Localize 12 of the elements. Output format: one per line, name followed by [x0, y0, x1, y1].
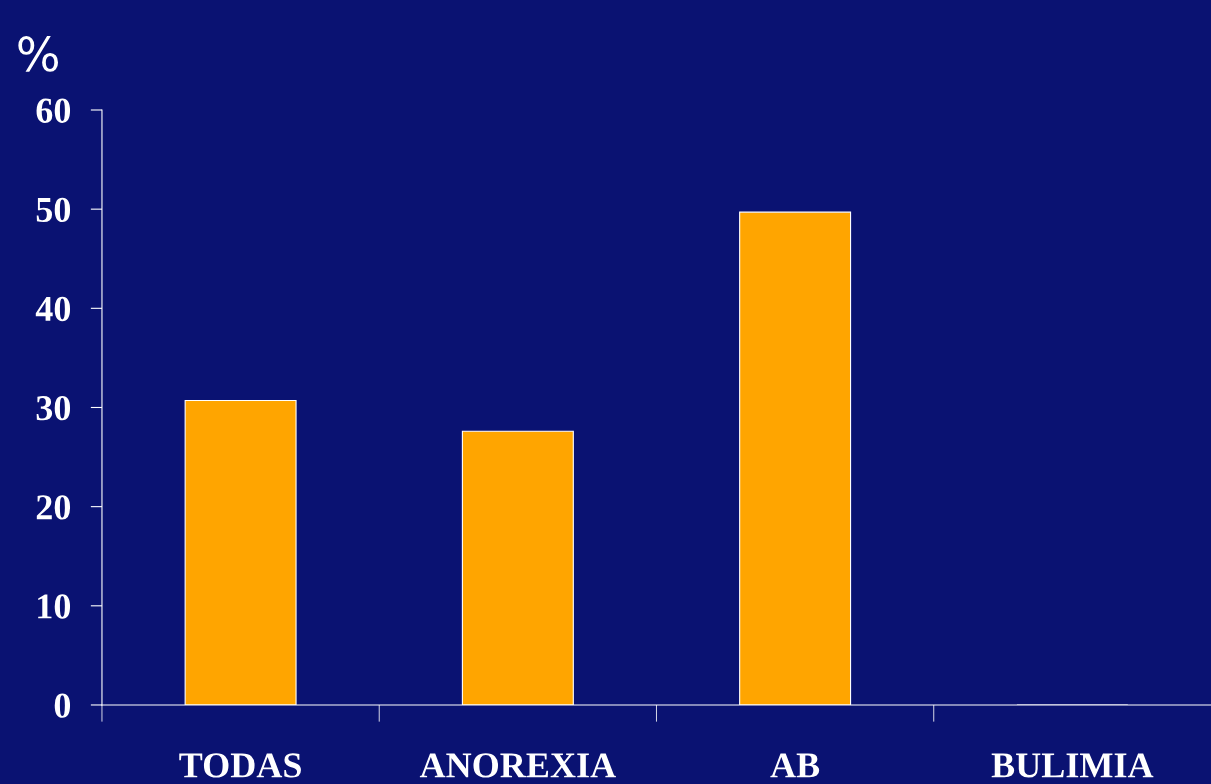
y-tick-label: 50	[36, 197, 71, 223]
x-tick-label: BULIMIA	[991, 753, 1154, 778]
y-tick-label: 20	[36, 495, 71, 520]
x-tick-label: AB	[770, 753, 820, 778]
y-tick-label: 40	[35, 296, 71, 322]
x-tick-label: TODAS	[179, 753, 301, 778]
y-axis-title: %	[18, 36, 59, 72]
y-tick-label: 30	[36, 396, 71, 421]
x-tick-label: ANOREXIA	[419, 753, 616, 778]
y-tick-label: 10	[38, 594, 71, 619]
y-tick-label: 60	[36, 98, 71, 123]
y-tick-label: 0	[54, 693, 71, 718]
